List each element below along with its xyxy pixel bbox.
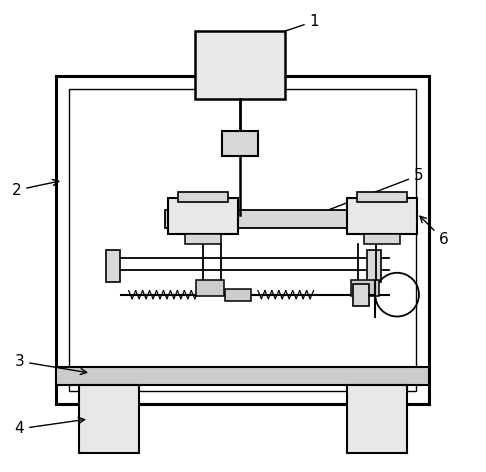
Text: 3: 3	[15, 354, 87, 374]
Bar	[367, 250, 381, 282]
Bar	[225, 289, 251, 301]
Bar	[185, 234, 221, 244]
Bar	[165, 210, 374, 228]
Bar	[106, 250, 120, 282]
Bar	[79, 385, 139, 453]
Bar	[69, 89, 416, 391]
Bar	[169, 198, 238, 234]
Text: 5: 5	[313, 168, 424, 216]
Bar	[347, 198, 417, 234]
Bar	[195, 31, 285, 99]
Bar	[351, 280, 379, 295]
Text: 6: 6	[420, 216, 449, 247]
Bar	[357, 192, 407, 202]
Bar	[222, 131, 258, 157]
Bar	[56, 367, 429, 385]
Bar	[353, 284, 369, 305]
Text: 4: 4	[15, 417, 85, 436]
Bar	[56, 76, 429, 404]
Text: 1: 1	[214, 14, 319, 56]
Bar	[347, 385, 407, 453]
Text: 2: 2	[12, 179, 59, 198]
Bar	[178, 192, 228, 202]
Bar	[364, 234, 400, 244]
Bar	[196, 280, 224, 295]
